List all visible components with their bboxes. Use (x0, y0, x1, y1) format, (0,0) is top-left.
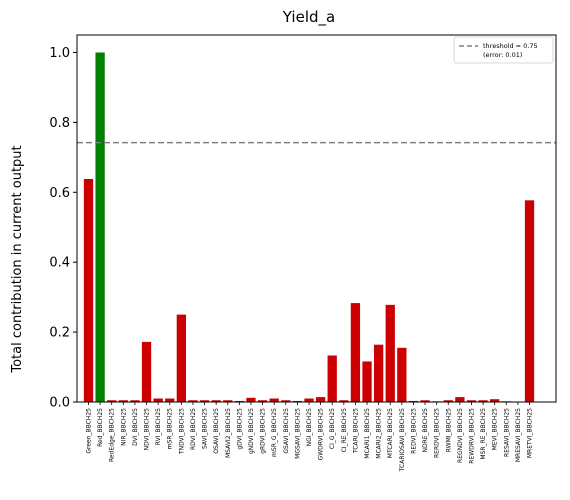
x-tick-label: MEVI_BBCH25 (492, 408, 499, 450)
x-tick-label: RedEdge_BBCH25 (109, 408, 116, 462)
bar (292, 400, 303, 402)
bar (524, 200, 535, 402)
bars-group (83, 52, 535, 403)
x-tick-label: gDVI_BBCH25 (236, 408, 243, 450)
x-tick-label: REWDRVI_BBCH25 (468, 408, 475, 464)
x-tick-label: RESAVI_BBCH25 (503, 408, 510, 457)
y-tick-label: 0.8 (49, 116, 70, 131)
bar (385, 304, 395, 402)
bar (339, 400, 349, 402)
bar (327, 355, 337, 402)
bar (443, 400, 453, 402)
plot-frame (76, 34, 557, 403)
x-tick-label: gNDVI_BBCH25 (248, 408, 255, 454)
x-tick-label: REDVI_BBCH25 (410, 408, 417, 454)
bar (83, 179, 94, 402)
x-tick-label: GSAVI_BBCH25 (283, 408, 290, 454)
x-tick-label: NDVI_BBCH25 (144, 408, 151, 451)
x-axis-ticks: Green_BBCH25 Red_BBCH25 RedEdge_BBCH25 NIR_… (86, 402, 534, 472)
bar (95, 52, 105, 402)
x-tick-label: Red_BBCH25 (97, 408, 104, 447)
bar (490, 399, 500, 402)
bar (269, 398, 279, 402)
x-tick-label: MTCARI_BBCH25 (387, 408, 394, 458)
bar (153, 398, 163, 402)
bar (408, 400, 419, 402)
x-tick-label: RDVI_BBCH25 (190, 408, 197, 450)
x-tick-label: MCARI2_BBCH25 (376, 408, 383, 459)
bar (211, 400, 221, 402)
legend-error-label: (error: 0.01) (483, 51, 522, 59)
y-tick-label: 0.0 (49, 396, 70, 411)
y-tick-label: 0.4 (49, 256, 70, 271)
y-axis-ticks: 0.0 0.2 0.4 0.6 0.8 1.0 (49, 46, 77, 411)
y-tick-label: 0.6 (49, 186, 70, 201)
x-tick-label: TCARIOSAVI_BBCH25 (399, 408, 406, 472)
y-tick-label: 1.0 (49, 46, 70, 61)
bar (478, 400, 488, 402)
bar (362, 361, 372, 402)
x-tick-label: MCARI1_BBCH25 (364, 408, 371, 459)
x-tick-label: NGI_BBCH25 (306, 408, 313, 447)
x-tick-label: MSAVI2_BBCH25 (225, 408, 232, 458)
bar (188, 400, 198, 402)
x-tick-label: REGNDVI_BBCH25 (457, 408, 464, 463)
x-tick-label: DVI_BBCH25 (132, 408, 139, 446)
bar (141, 341, 152, 402)
x-tick-label: mSR_BBCH25 (167, 408, 174, 449)
bar (397, 347, 407, 402)
bar (246, 397, 256, 402)
bar (234, 400, 245, 402)
legend: threshold = 0.75 (error: 0.01) (453, 36, 554, 64)
bar (420, 400, 430, 402)
x-tick-label: GWDRVI_BBCH25 (318, 408, 325, 461)
x-tick-label: OSAVI_BBCH25 (213, 408, 220, 454)
bar (199, 400, 210, 402)
x-tick-label: MGSAVI_BBCH25 (294, 408, 301, 459)
y-tick-label: 0.2 (49, 326, 70, 341)
x-tick-label: NIR_BBCH25 (120, 408, 127, 446)
x-tick-label: CI_G_BBCH25 (329, 408, 336, 449)
x-tick-label: RERDVI_BBCH25 (434, 408, 441, 458)
x-tick-label: SAVI_BBCH25 (202, 408, 209, 449)
x-tick-label: Green_BBCH25 (86, 408, 93, 454)
bar (455, 397, 465, 402)
bar (118, 400, 128, 402)
bar (350, 303, 361, 402)
x-tick-label: mSR_G_BBCH25 (271, 408, 278, 457)
bar (281, 400, 291, 402)
x-tick-label: RVI_BBCH25 (155, 408, 162, 445)
x-tick-label: NDRE_BBCH25 (422, 408, 429, 453)
bar (223, 400, 233, 402)
x-tick-label: MRESAVI_BBCH25 (515, 408, 522, 462)
x-tick-label: MRETVI_BBCH25 (527, 408, 534, 458)
bar (315, 397, 326, 402)
x-tick-label: TNDVI_BBCH25 (178, 408, 185, 455)
x-tick-label: gRDVI_BBCH25 (260, 408, 267, 454)
bar (373, 344, 384, 402)
x-tick-label: RWMI_BBCH25 (445, 408, 452, 452)
bar (130, 400, 140, 402)
legend-box (453, 36, 554, 64)
y-axis-label: Total contribution in current output (10, 145, 25, 373)
bar (466, 400, 477, 402)
bar (304, 398, 314, 402)
x-tick-label: MSR_RE_BBCH25 (480, 408, 487, 460)
bar (107, 400, 117, 402)
bar (257, 400, 268, 402)
legend-threshold-label: threshold = 0.75 (483, 42, 538, 50)
bar (176, 314, 186, 402)
bar (165, 398, 175, 402)
x-tick-label: TCARI_BBCH25 (352, 408, 359, 454)
x-tick-label: CI_RE_BBCH25 (341, 408, 348, 453)
chart-title: Yield_a (282, 8, 335, 27)
